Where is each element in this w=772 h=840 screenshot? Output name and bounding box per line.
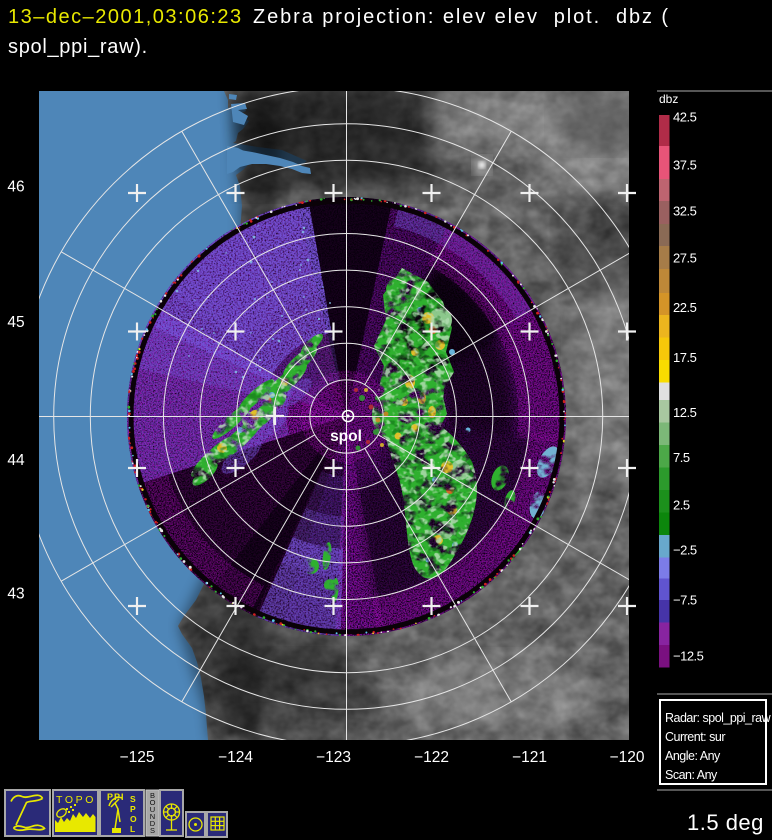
svg-text:13–dec–2001,03:06:23: 13–dec–2001,03:06:23 [8, 6, 243, 28]
svg-text:37.5: 37.5 [673, 158, 697, 173]
svg-text:17.5: 17.5 [673, 350, 697, 365]
svg-text:42.5: 42.5 [673, 110, 697, 125]
svg-text:22.5: 22.5 [673, 300, 697, 315]
svg-text:Current: sur: Current: sur [665, 730, 725, 744]
svg-text:P: P [130, 804, 136, 814]
svg-text:O: O [150, 798, 156, 807]
svg-text:−2.5: −2.5 [673, 543, 697, 558]
svg-text:12.5: 12.5 [673, 405, 697, 420]
svg-text:−123: −123 [316, 749, 351, 766]
svg-text:Angle: Any: Angle: Any [665, 749, 721, 763]
svg-text:−7.5: −7.5 [673, 593, 697, 608]
svg-text:32.5: 32.5 [673, 204, 697, 219]
svg-text:PPI: PPI [107, 792, 125, 802]
svg-text:−120: −120 [610, 749, 645, 766]
svg-text:U: U [150, 805, 155, 814]
svg-text:27.5: 27.5 [673, 251, 697, 266]
svg-text:spol_ppi_raw).: spol_ppi_raw). [8, 36, 148, 58]
svg-text:S: S [150, 826, 155, 835]
svg-text:43: 43 [7, 586, 24, 603]
svg-text:45: 45 [7, 314, 24, 331]
svg-text:−12.5: −12.5 [673, 649, 704, 664]
svg-text:−125: −125 [120, 749, 155, 766]
svg-text:−121: −121 [512, 749, 547, 766]
svg-text:D: D [150, 819, 156, 828]
svg-text:2.5: 2.5 [673, 498, 690, 513]
svg-text:Radar: spol_ppi_raw: Radar: spol_ppi_raw [665, 711, 772, 725]
svg-text:46: 46 [7, 179, 24, 196]
svg-text:TOPO: TOPO [56, 794, 96, 806]
svg-text:1.5 deg: 1.5 deg [687, 810, 764, 835]
svg-text:Scan: Any: Scan: Any [665, 768, 718, 782]
svg-text:44: 44 [7, 452, 25, 469]
svg-text:dbz: dbz [659, 92, 678, 106]
svg-text:spol: spol [330, 428, 362, 445]
svg-text:Zebra projection: elev elev p: Zebra projection: elev elev plot. dbz ( [253, 6, 670, 28]
svg-text:N: N [150, 812, 155, 821]
svg-text:S: S [130, 794, 136, 804]
svg-text:O: O [130, 814, 137, 824]
svg-text:−124: −124 [218, 749, 253, 766]
svg-text:B: B [150, 791, 155, 800]
svg-text:−122: −122 [414, 749, 449, 766]
svg-text:L: L [130, 824, 135, 834]
svg-text:7.5: 7.5 [673, 450, 690, 465]
